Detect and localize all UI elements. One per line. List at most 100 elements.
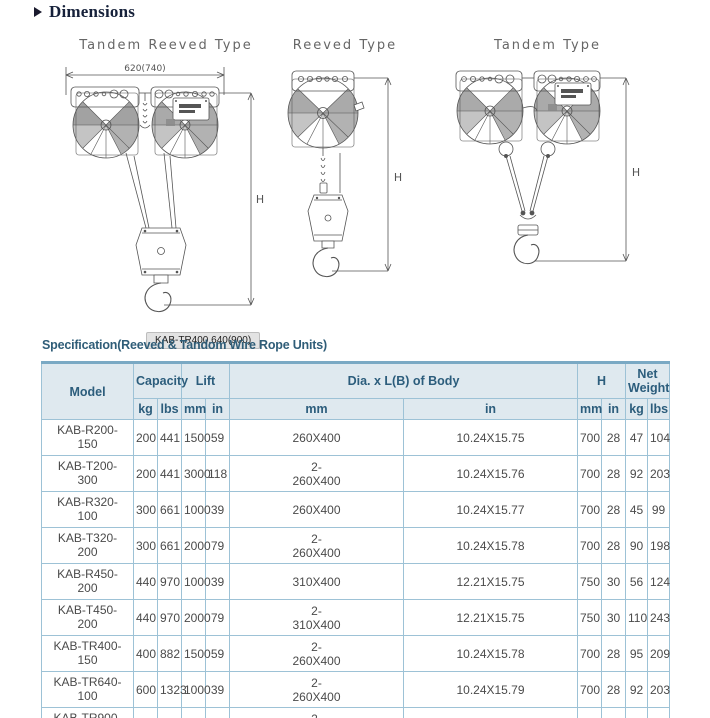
- tandem-hoist-diagram: H: [455, 70, 640, 265]
- spec-table-title: Specification(Reeved & Tandom Wire Rope …: [42, 338, 327, 352]
- table-row: KAB-R320- 100 300 661 1000 39 260X400 10.24X15.…: [41, 491, 670, 528]
- cell-h-mm: 750: [577, 707, 602, 718]
- th-lift: Lift: [181, 362, 230, 399]
- cell-capacity-kg: 300: [133, 491, 158, 528]
- cell-h-mm: 700: [577, 671, 602, 708]
- table-row: KAB-R450- 200 440 970 1000 39 310X400 12.21X15.…: [41, 563, 670, 600]
- cell-dia-in: 10.24X15.75: [403, 419, 578, 456]
- cell-h-mm: 700: [577, 527, 602, 564]
- th-capacity: Capacity: [133, 362, 188, 399]
- diagram-reeved-type: Reeved Type: [270, 38, 420, 293]
- cell-capacity-kg: 880: [133, 707, 158, 718]
- cell-capacity-kg: 440: [133, 599, 158, 636]
- cell-lift-mm: 2000: [181, 527, 211, 564]
- cell-h-mm: 700: [577, 419, 602, 456]
- th-h: H: [577, 362, 626, 399]
- cell-dia-mm: 310X400: [229, 563, 404, 600]
- cell-dia-mm: 2- 260X400: [229, 455, 404, 492]
- cell-lift-mm: 1000: [181, 707, 206, 718]
- cell-net-weight-lbs: 124: [647, 563, 670, 600]
- cell-h-mm: 750: [577, 599, 602, 636]
- cell-dia-in: 10.24X15.79: [403, 671, 578, 708]
- table-row: KAB-TR900-10088019401000392-310X40010.21…: [41, 707, 670, 718]
- cell-net-weight-lbs: 198: [647, 527, 670, 564]
- spec-table-wrap: Model Capacity Lift Dia. x L(B) of Body …: [41, 361, 670, 718]
- cell-h-in: 30: [601, 563, 626, 600]
- cell-net-weight-kg: 115: [625, 707, 648, 718]
- cell-capacity-kg: 200: [133, 455, 158, 492]
- cell-capacity-lbs: 1940: [157, 707, 182, 718]
- cell-h-mm: 700: [577, 491, 602, 528]
- cell-net-weight-kg: 95: [625, 635, 648, 672]
- cell-capacity-lbs: 970: [157, 563, 182, 600]
- cell-capacity-lbs: 441: [157, 455, 182, 492]
- cell-model: KAB-R320- 100: [41, 491, 134, 528]
- specification-table: Model Capacity Lift Dia. x L(B) of Body …: [41, 361, 670, 718]
- diagram-tandem-reeved-type: Tandem Reeved Type 620(740): [46, 38, 286, 349]
- svg-text:H: H: [632, 166, 640, 179]
- diagram-tandem-type: Tandem Type: [440, 38, 655, 293]
- cell-net-weight-kg: 47: [625, 419, 648, 456]
- cell-model: KAB-R450- 200: [41, 563, 134, 600]
- cell-h-in: 28: [601, 527, 626, 564]
- cell-dia-in: 10.21X15.75: [403, 707, 578, 718]
- cell-model: KAB-TR640- 100: [41, 671, 134, 708]
- cell-lift-mm: 1500: [181, 635, 211, 672]
- svg-text:H: H: [256, 193, 264, 206]
- reeved-hoist-diagram: H: [287, 70, 402, 278]
- cell-model: KAB-TR900-100: [41, 707, 134, 718]
- table-row: KAB-TR640- 100 600 1323 1000 39 2- 260X400 10.24…: [41, 671, 670, 708]
- cell-lift-in: 118: [205, 455, 230, 492]
- cell-h-mm: 700: [577, 635, 602, 672]
- th-dia-in: in: [403, 398, 578, 420]
- cell-h-in: 28: [601, 419, 626, 456]
- cell-dia-mm: 260X400: [229, 491, 404, 528]
- cell-capacity-lbs: 970: [157, 599, 182, 636]
- cell-net-weight-lbs: 203: [647, 455, 670, 492]
- th-dia-lb-body: Dia. x L(B) of Body: [229, 362, 578, 399]
- cell-dia-in: 10.24X15.78: [403, 635, 578, 672]
- cell-net-weight-lbs: 203: [647, 671, 670, 708]
- th-h-in: in: [601, 398, 626, 420]
- th-dia-mm: mm: [229, 398, 404, 420]
- cell-dia-in: 10.24X15.77: [403, 491, 578, 528]
- cell-dia-mm: 260X400: [229, 419, 404, 456]
- table-body: KAB-R200- 150 200 441 1500 59 260X400 10.24X15.…: [41, 419, 670, 718]
- cell-dia-mm: 2-310X400: [229, 707, 404, 718]
- cell-dia-mm: 2- 260X400: [229, 671, 404, 708]
- cell-capacity-kg: 300: [133, 527, 158, 564]
- cell-net-weight-kg: 92: [625, 455, 648, 492]
- cell-net-weight-lbs: 99: [647, 491, 670, 528]
- th-net-weight: Net Weight: [625, 362, 670, 399]
- diagram-area: Tandem Reeved Type 620(740): [0, 30, 710, 349]
- th-capacity-lbs: lbs: [157, 398, 182, 420]
- th-nw-kg: kg: [625, 398, 648, 420]
- cell-net-weight-lbs: 254: [647, 707, 670, 718]
- cell-capacity-kg: 200: [133, 419, 158, 456]
- cell-net-weight-kg: 45: [625, 491, 648, 528]
- th-capacity-kg: kg: [133, 398, 158, 420]
- cell-capacity-kg: 600: [133, 671, 158, 708]
- table-row: KAB-T200- 300 200 441 3000 118 2- 260X400 10.24X…: [41, 455, 670, 492]
- cell-h-mm: 750: [577, 563, 602, 600]
- diagram-title: Tandem Type: [494, 38, 601, 53]
- model-badge: KAB-TR400,640(900): [146, 332, 261, 349]
- cell-dia-mm: 2- 260X400: [229, 635, 404, 672]
- cell-h-in: 28: [601, 455, 626, 492]
- cell-net-weight-lbs: 104: [647, 419, 670, 456]
- cell-capacity-lbs: 661: [157, 527, 182, 564]
- cell-model: KAB-T320- 200: [41, 527, 134, 564]
- th-lift-in: in: [205, 398, 230, 420]
- cell-net-weight-kg: 110: [625, 599, 648, 636]
- th-model: Model: [41, 362, 134, 420]
- section-header: Dimensions: [34, 2, 135, 22]
- cell-h-in: 30: [601, 599, 626, 636]
- cell-capacity-lbs: 661: [157, 491, 182, 528]
- cell-net-weight-lbs: 243: [647, 599, 670, 636]
- table-row: KAB-T320- 200 300 661 2000 79 2- 260X400 10.24X1…: [41, 527, 670, 564]
- svg-text:620(740): 620(740): [124, 64, 165, 74]
- cell-h-mm: 700: [577, 455, 602, 492]
- th-h-mm: mm: [577, 398, 602, 420]
- cell-capacity-lbs: 882: [157, 635, 182, 672]
